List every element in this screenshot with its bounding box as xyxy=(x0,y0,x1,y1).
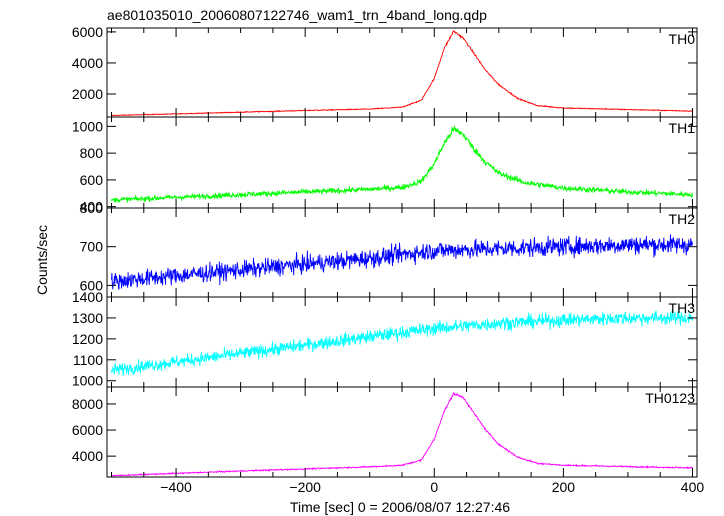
series-line-th3 xyxy=(111,309,693,376)
x-tick-label: 0 xyxy=(430,479,438,495)
x-tick-label: −200 xyxy=(289,479,321,495)
x-axis-label: Time [sec] 0 = 2006/08/07 12:27:46 xyxy=(290,499,510,515)
y-tick-label: 1100 xyxy=(73,352,103,368)
panel-frame xyxy=(106,386,698,478)
panel-label-th0: TH0 xyxy=(669,31,696,47)
y-tick-label: 1000 xyxy=(72,118,103,134)
y-tick-label: 1300 xyxy=(72,310,103,326)
panel-th2: 600 700 800 TH2 xyxy=(80,200,698,298)
y-tick-label: 1200 xyxy=(72,331,103,347)
y-tick-label: 4000 xyxy=(72,448,103,464)
panels-group: 2000 4000 6000 TH0 400 600 800 1000 TH1 600 700 800… xyxy=(72,24,698,478)
y-tick-label: 600 xyxy=(80,172,104,188)
y-tick-label: 1000 xyxy=(72,373,103,389)
y-tick-label: 800 xyxy=(80,200,104,216)
panel-th3: 1000 1100 1200 1300 1400 TH3 xyxy=(72,289,698,389)
x-tick-label: 200 xyxy=(552,479,576,495)
series-line-th0123 xyxy=(111,391,693,477)
y-tick-label: 6000 xyxy=(72,422,103,438)
y-tick-label: 800 xyxy=(80,145,104,161)
panel-label-th1: TH1 xyxy=(669,120,696,136)
y-tick-label: 4000 xyxy=(72,55,103,71)
y-tick-label: 700 xyxy=(80,239,104,255)
y-tick-label: 8000 xyxy=(72,396,103,412)
panel-label-th2: TH2 xyxy=(669,211,696,227)
panel-th0: 2000 4000 6000 TH0 xyxy=(72,24,698,118)
panel-frame xyxy=(106,27,698,118)
chart-title: ae801035010_20060807122746_wam1_trn_4ban… xyxy=(107,7,487,23)
panel-label-th3: TH3 xyxy=(669,300,696,316)
y-tick-label: 600 xyxy=(80,277,104,293)
x-axis: −400 −200 0 200 400 xyxy=(160,479,704,495)
y-tick-label: 6000 xyxy=(72,24,103,40)
y-tick-label: 400 xyxy=(80,199,104,215)
y-axis-label: Counts/sec xyxy=(34,225,50,295)
panel-frame xyxy=(106,296,698,388)
panel-th1: 400 600 800 1000 TH1 xyxy=(72,116,698,215)
x-tick-label: 400 xyxy=(681,479,705,495)
series-line-th1 xyxy=(111,124,693,203)
panel-th0123: 4000 6000 8000 TH0123 xyxy=(72,386,698,478)
series-line-th2 xyxy=(111,234,693,290)
x-tick-label: −400 xyxy=(160,479,192,495)
panel-frame xyxy=(106,116,698,209)
panel-label-th0123: TH0123 xyxy=(645,390,695,406)
y-tick-label: 1400 xyxy=(72,289,103,305)
series-line-th0 xyxy=(111,30,693,117)
y-tick-label: 2000 xyxy=(72,86,103,102)
